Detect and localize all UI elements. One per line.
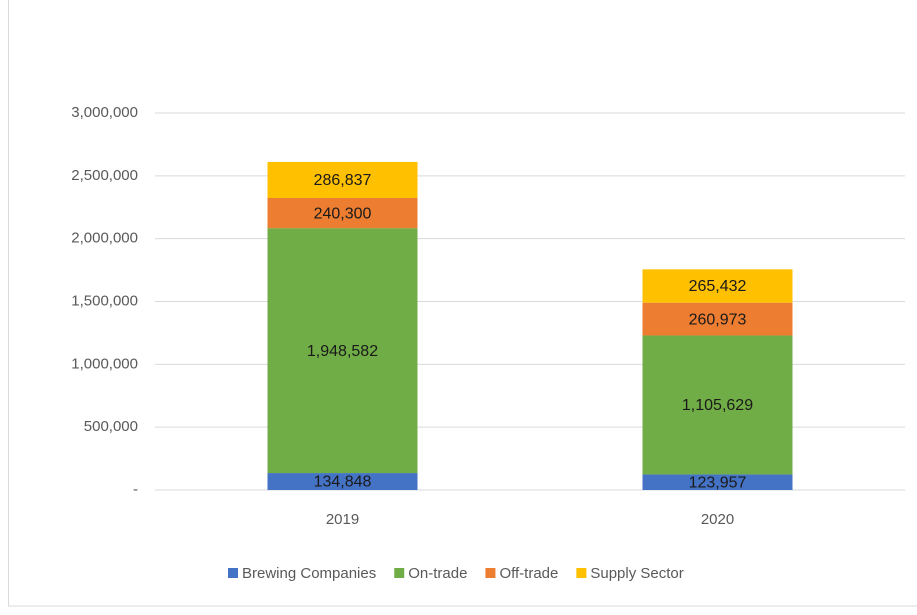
data-label: 240,300 <box>314 205 372 222</box>
bar-segment <box>642 474 793 490</box>
legend-label: Off-trade <box>499 565 558 582</box>
y-tick-label: 500,000 <box>84 418 138 435</box>
data-label: 1,105,629 <box>682 397 753 414</box>
data-label: 123,957 <box>689 474 747 491</box>
y-tick-label: 3,000,000 <box>71 104 138 121</box>
legend-swatch <box>228 568 238 578</box>
y-tick-label: 1,500,000 <box>71 292 138 309</box>
y-tick-label: 2,500,000 <box>71 167 138 184</box>
data-label: 260,973 <box>689 311 747 328</box>
y-tick-label: - <box>133 481 138 498</box>
legend-swatch <box>394 568 405 578</box>
legend-label: On-trade <box>408 565 467 582</box>
legend-label: Supply Sector <box>590 565 683 582</box>
data-label: 286,837 <box>314 172 372 189</box>
x-tick-label: 2019 <box>326 511 359 528</box>
bar-segment <box>642 335 793 475</box>
data-label: 265,432 <box>689 278 747 295</box>
bar-segment <box>267 473 418 490</box>
x-tick-label: 2020 <box>701 511 734 528</box>
legend-swatch <box>576 568 587 578</box>
legend-label: Brewing Companies <box>242 565 376 582</box>
bar-segment <box>642 302 793 336</box>
data-label: 1,948,582 <box>307 343 378 360</box>
y-tick-label: 1,000,000 <box>71 355 138 372</box>
bar-segment <box>267 197 418 229</box>
y-tick-label: 2,000,000 <box>71 230 138 247</box>
bar-segment <box>642 269 793 303</box>
bar-segment <box>267 161 418 198</box>
legend-swatch <box>485 568 496 578</box>
bar-segment <box>267 228 418 474</box>
data-label: 134,848 <box>314 474 372 491</box>
